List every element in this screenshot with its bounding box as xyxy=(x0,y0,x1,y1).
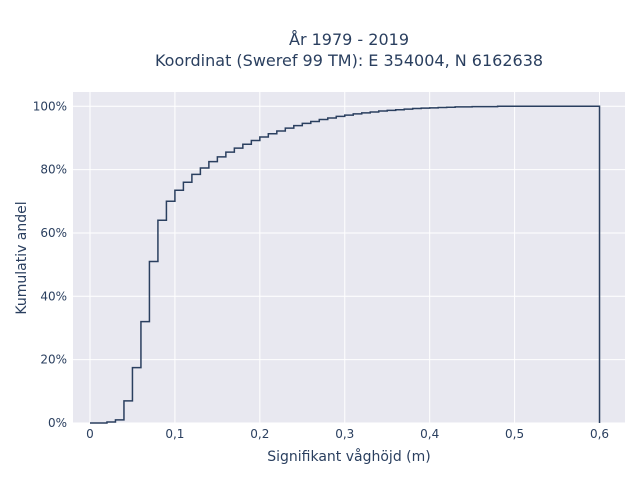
y-tick-label: 20% xyxy=(40,353,67,367)
cumulative-step-line xyxy=(89,105,601,424)
y-tick-label: 40% xyxy=(40,289,67,303)
y-axis-label: Kumulativ andel xyxy=(14,201,30,314)
y-tick-labels: 0% 20% 40% 60% 80% 100% xyxy=(33,99,67,430)
x-tick-label: 0 xyxy=(86,427,94,441)
x-tick-label: 0,3 xyxy=(335,427,354,441)
y-tick-label: 0% xyxy=(48,416,67,430)
chart-title-line-1: År 1979 - 2019 xyxy=(289,30,409,49)
x-tick-label: 0,1 xyxy=(165,427,184,441)
y-tick-label: 100% xyxy=(33,99,67,113)
x-tick-label: 0,5 xyxy=(505,427,524,441)
x-tick-label: 0,6 xyxy=(590,427,609,441)
chart-title-line-2: Koordinat (Sweref 99 TM): E 354004, N 61… xyxy=(155,51,543,70)
x-tick-label: 0,2 xyxy=(250,427,269,441)
y-tick-label: 60% xyxy=(40,226,67,240)
plot-background xyxy=(73,92,625,423)
x-axis-label: Signifikant våghöjd (m) xyxy=(267,448,430,465)
x-tick-label: 0,4 xyxy=(420,427,439,441)
x-tick-labels: 0 0,1 0,2 0,3 0,4 0,5 0,6 xyxy=(86,427,609,441)
y-tick-label: 80% xyxy=(40,163,67,177)
